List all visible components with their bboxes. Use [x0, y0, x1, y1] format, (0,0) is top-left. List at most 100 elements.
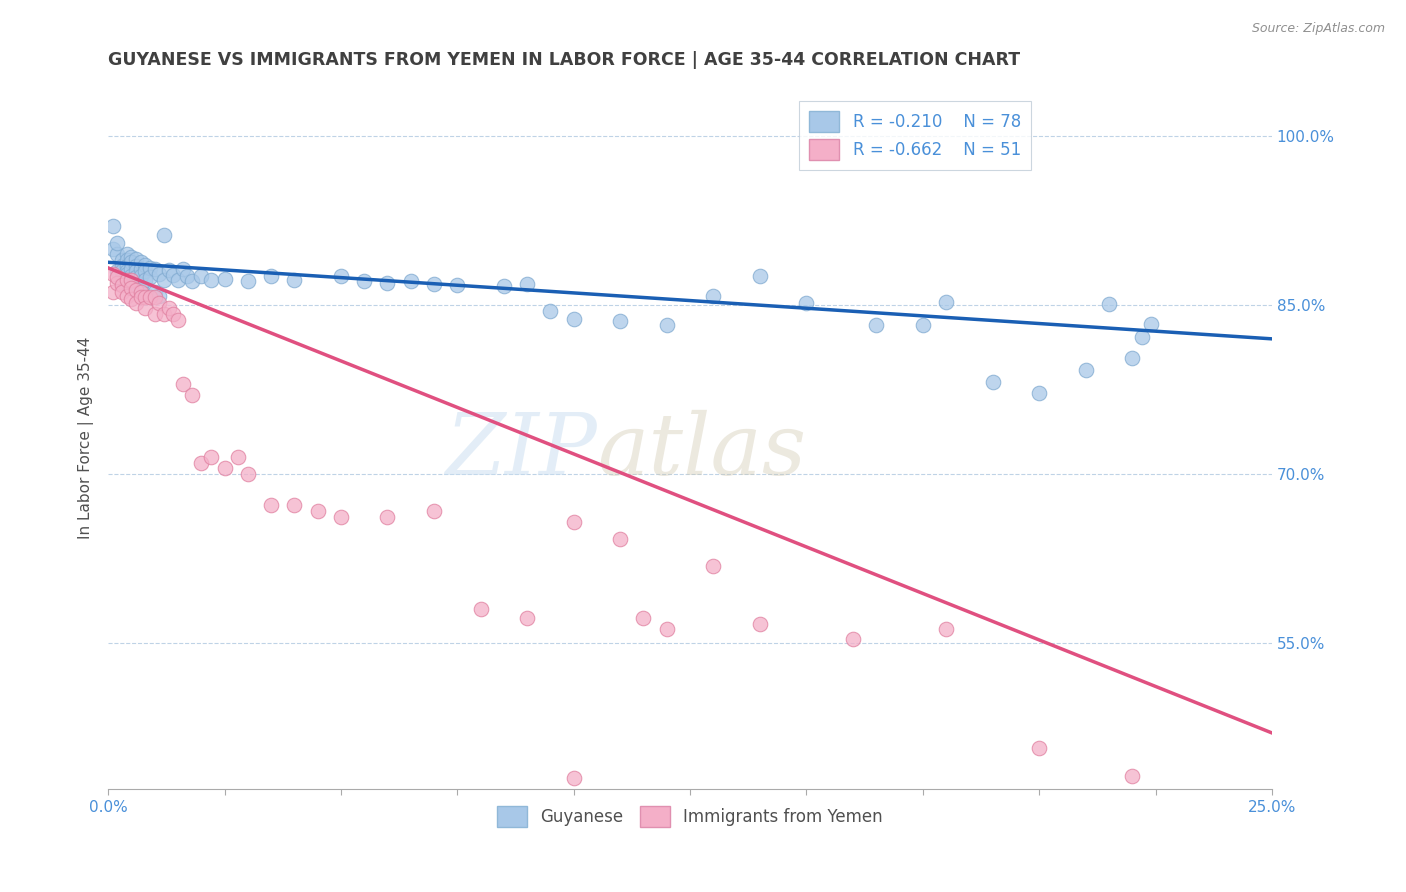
Text: GUYANESE VS IMMIGRANTS FROM YEMEN IN LABOR FORCE | AGE 35-44 CORRELATION CHART: GUYANESE VS IMMIGRANTS FROM YEMEN IN LAB…	[108, 51, 1021, 69]
Point	[214, 461, 236, 475]
Point	[107, 276, 129, 290]
Point	[1098, 297, 1121, 311]
Point	[1028, 385, 1050, 400]
Point	[143, 262, 166, 277]
Point	[129, 262, 152, 277]
Point	[129, 281, 152, 295]
Point	[148, 295, 170, 310]
Point	[172, 376, 194, 391]
Point	[148, 267, 170, 281]
Point	[120, 293, 142, 307]
Point	[516, 277, 538, 291]
Point	[120, 268, 142, 283]
Point	[562, 771, 585, 785]
Point	[228, 450, 250, 464]
Point	[329, 268, 352, 283]
Point	[157, 301, 180, 316]
Point	[125, 295, 148, 310]
Point	[865, 318, 887, 333]
Point	[139, 290, 162, 304]
Point	[981, 375, 1004, 389]
Point	[200, 450, 222, 464]
Point	[748, 268, 770, 283]
Point	[260, 499, 283, 513]
Point	[134, 273, 156, 287]
Point	[153, 307, 176, 321]
Point	[134, 264, 156, 278]
Point	[176, 268, 198, 283]
Point	[236, 467, 259, 481]
Point	[1121, 351, 1143, 365]
Point	[139, 269, 162, 284]
Point	[260, 268, 283, 283]
Point	[423, 277, 446, 291]
Point	[120, 262, 142, 277]
Point	[190, 268, 212, 283]
Point	[162, 268, 184, 282]
Point	[377, 509, 399, 524]
Point	[377, 276, 399, 290]
Point	[120, 277, 142, 292]
Point	[283, 273, 305, 287]
Point	[748, 616, 770, 631]
Point	[148, 289, 170, 303]
Point	[115, 259, 138, 273]
Y-axis label: In Labor Force | Age 35-44: In Labor Force | Age 35-44	[79, 336, 94, 539]
Point	[157, 263, 180, 277]
Point	[107, 264, 129, 278]
Text: atlas: atlas	[598, 410, 806, 492]
Point	[139, 260, 162, 275]
Point	[492, 279, 515, 293]
Point	[162, 307, 184, 321]
Point	[115, 267, 138, 281]
Point	[115, 289, 138, 303]
Point	[633, 611, 655, 625]
Point	[129, 268, 152, 283]
Point	[129, 255, 152, 269]
Point	[609, 533, 631, 547]
Point	[236, 274, 259, 288]
Point	[167, 312, 190, 326]
Point	[120, 281, 142, 295]
Point	[107, 247, 129, 261]
Point	[609, 314, 631, 328]
Point	[101, 242, 124, 256]
Point	[181, 274, 204, 288]
Point	[329, 509, 352, 524]
Point	[111, 264, 134, 278]
Text: Source: ZipAtlas.com: Source: ZipAtlas.com	[1251, 22, 1385, 36]
Point	[353, 274, 375, 288]
Point	[1121, 769, 1143, 783]
Point	[143, 307, 166, 321]
Point	[153, 228, 176, 243]
Point	[134, 301, 156, 316]
Point	[129, 290, 152, 304]
Point	[120, 255, 142, 269]
Point	[1028, 740, 1050, 755]
Point	[111, 259, 134, 273]
Point	[181, 388, 204, 402]
Point	[111, 276, 134, 290]
Point	[120, 273, 142, 287]
Point	[111, 269, 134, 284]
Text: ZIP: ZIP	[446, 410, 598, 492]
Point	[107, 269, 129, 284]
Point	[115, 273, 138, 287]
Point	[842, 632, 865, 647]
Point	[107, 236, 129, 251]
Point	[101, 285, 124, 299]
Point	[796, 295, 818, 310]
Point	[120, 250, 142, 264]
Point	[125, 269, 148, 284]
Point	[143, 285, 166, 299]
Point	[120, 273, 142, 287]
Legend: Guyanese, Immigrants from Yemen: Guyanese, Immigrants from Yemen	[491, 799, 890, 834]
Point	[1130, 329, 1153, 343]
Point	[446, 277, 468, 292]
Point	[167, 273, 190, 287]
Point	[935, 294, 957, 309]
Point	[111, 253, 134, 268]
Point	[115, 247, 138, 261]
Point	[111, 277, 134, 292]
Point	[1074, 363, 1097, 377]
